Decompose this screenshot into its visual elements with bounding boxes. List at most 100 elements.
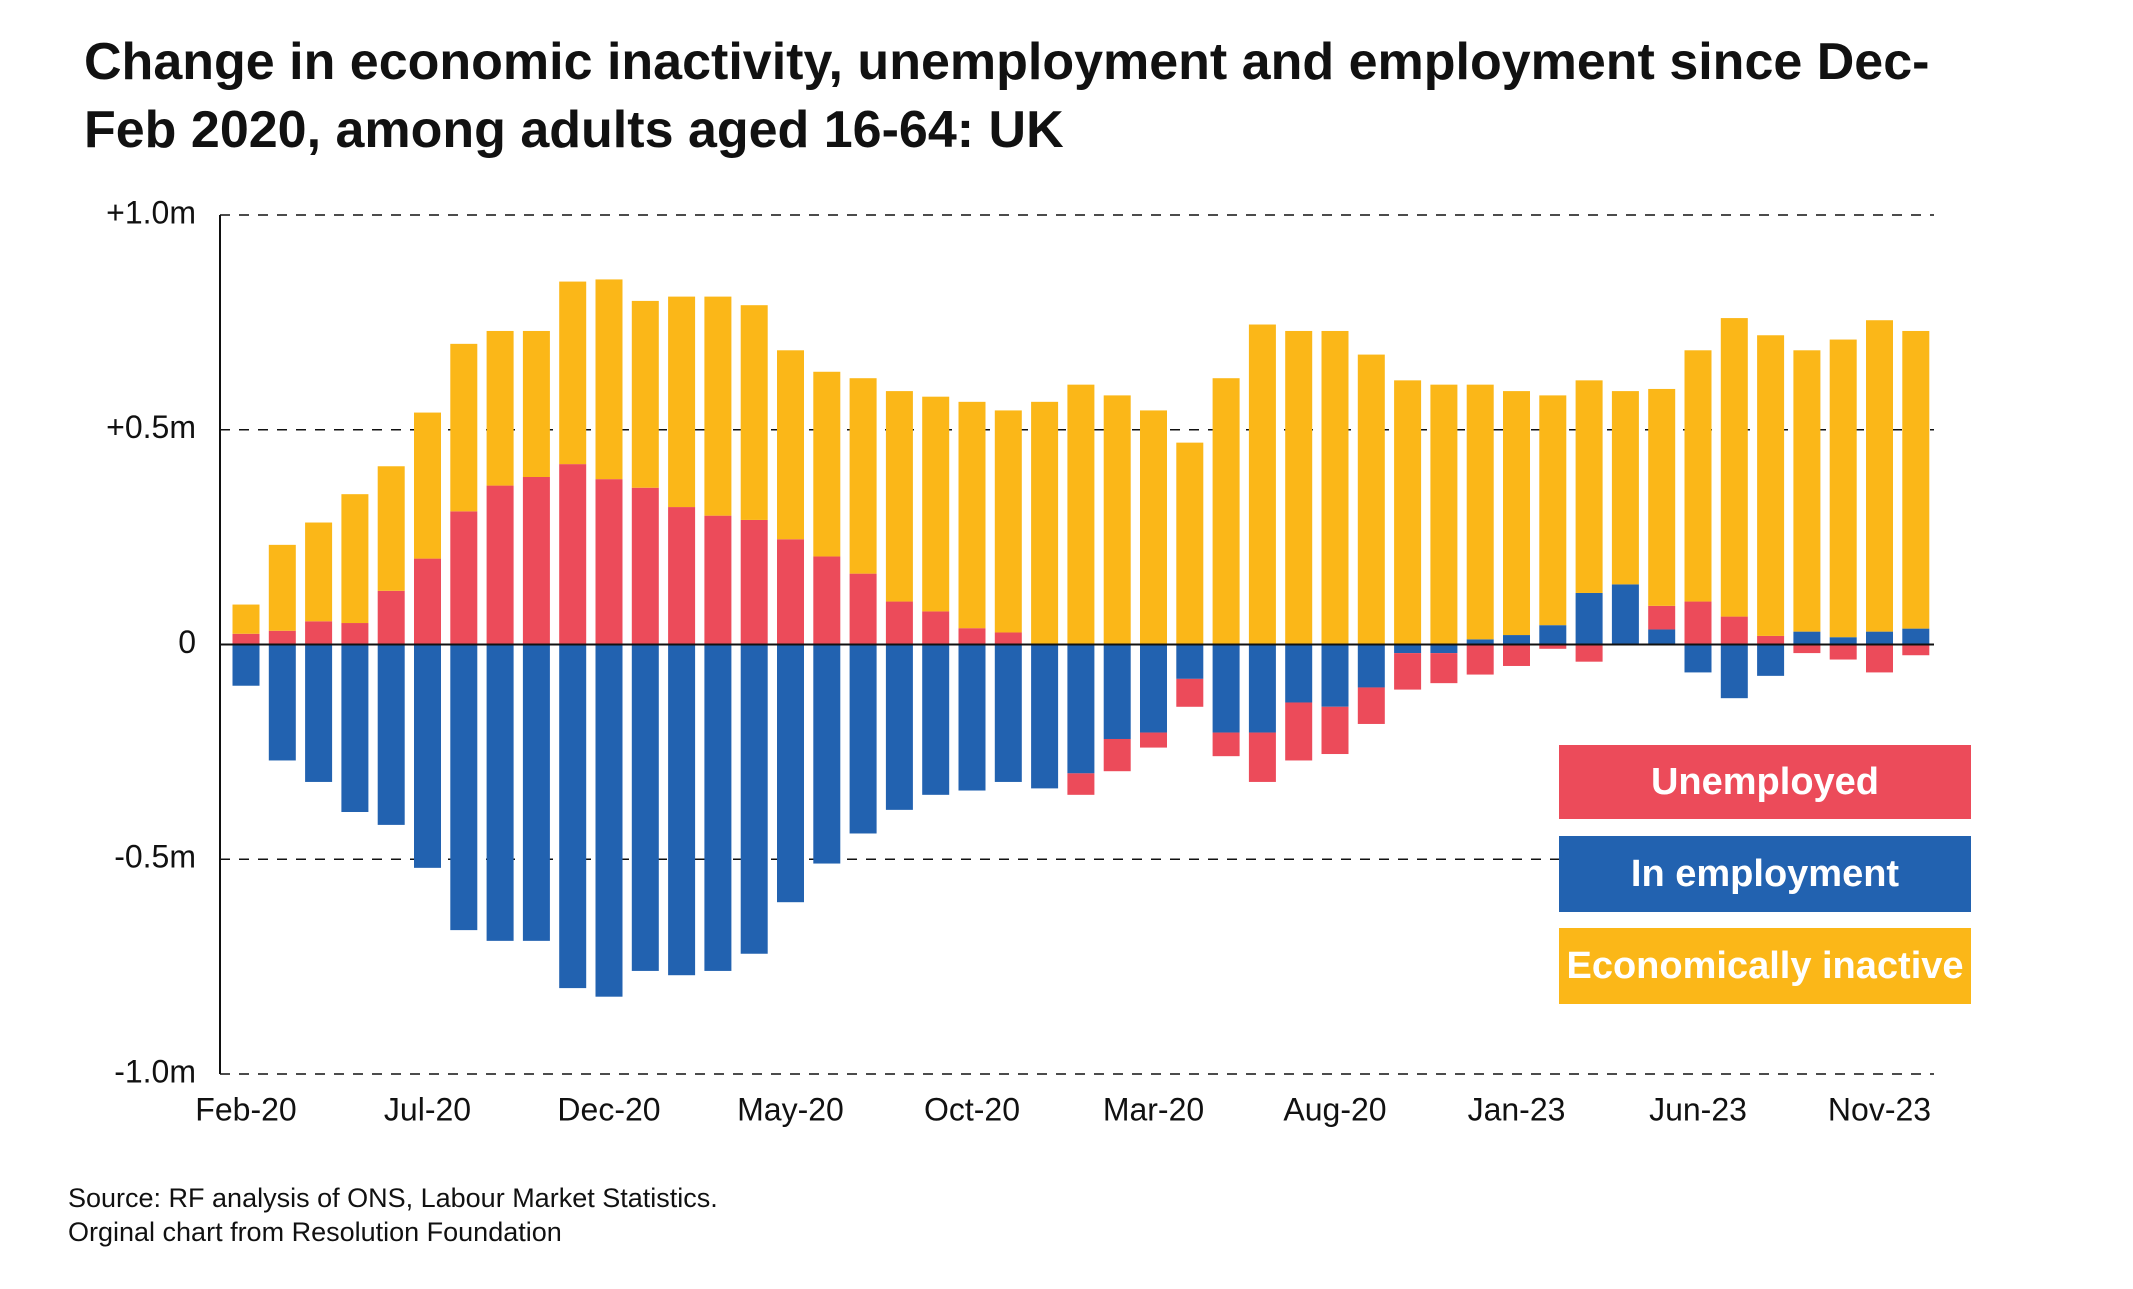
- bar-segment: [1575, 644, 1603, 662]
- bar-segment: [232, 644, 260, 686]
- bar-segment: [232, 633, 260, 645]
- bar-segment: [1829, 637, 1857, 645]
- bar-segment: [849, 378, 877, 574]
- bar-segment: [268, 544, 296, 631]
- bar-segment: [704, 296, 732, 516]
- bar-segment: [559, 464, 587, 645]
- bar-segment: [522, 476, 550, 645]
- x-tick-label: Aug-20: [1283, 1091, 1386, 1127]
- bar-segment: [994, 410, 1022, 633]
- y-tick-label: -0.5m: [114, 839, 196, 875]
- bar-segment: [631, 644, 659, 971]
- bar-segment: [740, 644, 768, 954]
- bar-segment: [1248, 644, 1276, 733]
- bar-segment: [958, 401, 986, 629]
- bar-segment: [631, 487, 659, 645]
- bar-segment: [1067, 644, 1095, 774]
- bar-segment: [1648, 388, 1676, 606]
- bar-segment: [414, 644, 441, 868]
- x-tick-label: Jan-23: [1468, 1091, 1566, 1127]
- bar-segment: [1902, 628, 1930, 645]
- bar-segment: [1757, 644, 1785, 676]
- bar-segment: [1285, 644, 1313, 703]
- bar-segment: [341, 644, 369, 813]
- bar-segment: [1466, 644, 1494, 675]
- bar-segment: [377, 644, 405, 825]
- bar-segment: [668, 644, 696, 976]
- bar-segment: [522, 330, 550, 477]
- bar-segment: [849, 644, 877, 834]
- bar-segment: [1321, 706, 1349, 755]
- x-tick-label: Jun-23: [1649, 1091, 1747, 1127]
- bar-segment: [1103, 395, 1131, 645]
- bar-segment: [559, 281, 587, 465]
- bar-segment: [450, 644, 478, 931]
- bar-segment: [1503, 391, 1530, 636]
- bar-segment: [885, 391, 913, 602]
- bar-segment: [704, 515, 732, 645]
- bar-segment: [1793, 644, 1821, 654]
- bar-segment: [1285, 330, 1313, 645]
- bar-segment: [450, 511, 478, 645]
- bar-segment: [1321, 330, 1349, 645]
- y-tick-label: +1.0m: [106, 194, 196, 230]
- bar-segment: [958, 644, 986, 791]
- y-tick-label: -1.0m: [114, 1053, 196, 1089]
- bar-segment: [486, 644, 514, 941]
- bar-segment: [1503, 635, 1530, 645]
- bar-segment: [1140, 410, 1167, 645]
- bar-segment: [1357, 354, 1385, 645]
- bar-segment: [1793, 350, 1821, 632]
- bar-segment: [522, 644, 550, 941]
- y-tick-label: 0: [178, 624, 196, 660]
- bar-segment: [1720, 616, 1748, 645]
- bar-segment: [922, 611, 950, 645]
- legend-label: In employment: [1631, 853, 1899, 895]
- bar-segment: [668, 507, 696, 645]
- bar-segment: [813, 371, 841, 557]
- bar-segment: [1575, 592, 1603, 645]
- legend-box: [1559, 928, 1971, 1004]
- bar-segment: [958, 628, 986, 645]
- bar-segment: [1357, 687, 1385, 724]
- bar-segment: [1321, 644, 1349, 707]
- bar-segment: [1067, 773, 1095, 795]
- legend-box: [1559, 836, 1971, 912]
- bar-segment: [994, 632, 1022, 645]
- bar-segment: [1212, 732, 1240, 757]
- bar-segment: [885, 601, 913, 645]
- bar-segment: [1793, 631, 1821, 645]
- bar-segment: [1575, 380, 1603, 593]
- bar-segment: [305, 644, 333, 782]
- bar-segment: [740, 305, 768, 520]
- bar-segment: [414, 558, 441, 645]
- bar-segment: [1757, 335, 1785, 636]
- bar-segment: [813, 556, 841, 645]
- bar-segment: [631, 300, 659, 488]
- bar-segment: [377, 466, 405, 591]
- bar-segment: [740, 519, 768, 645]
- bar-segment: [885, 644, 913, 810]
- legend-label: Unemployed: [1651, 761, 1879, 803]
- bar-segment: [777, 644, 804, 903]
- bar-segment: [1684, 644, 1712, 673]
- bar-segment: [1031, 644, 1059, 789]
- bar-segment: [1466, 384, 1494, 640]
- bar-segment: [305, 621, 333, 645]
- x-tick-label: Mar-20: [1103, 1091, 1204, 1127]
- bar-segment: [1684, 601, 1712, 645]
- chart-title: Change in economic inactivity, unemploym…: [84, 33, 1930, 159]
- bar-segment: [1140, 644, 1167, 733]
- bar-segment: [1140, 732, 1167, 748]
- bar-segment: [1394, 653, 1422, 690]
- bar-segment: [1176, 678, 1204, 707]
- bar-segment: [1430, 384, 1458, 645]
- bar-segment: [1539, 625, 1567, 645]
- bar-segment: [341, 623, 369, 645]
- bar-segment: [1212, 378, 1240, 645]
- bar-segment: [1430, 644, 1458, 654]
- bar-segment: [414, 412, 441, 559]
- bar-segment: [305, 522, 333, 622]
